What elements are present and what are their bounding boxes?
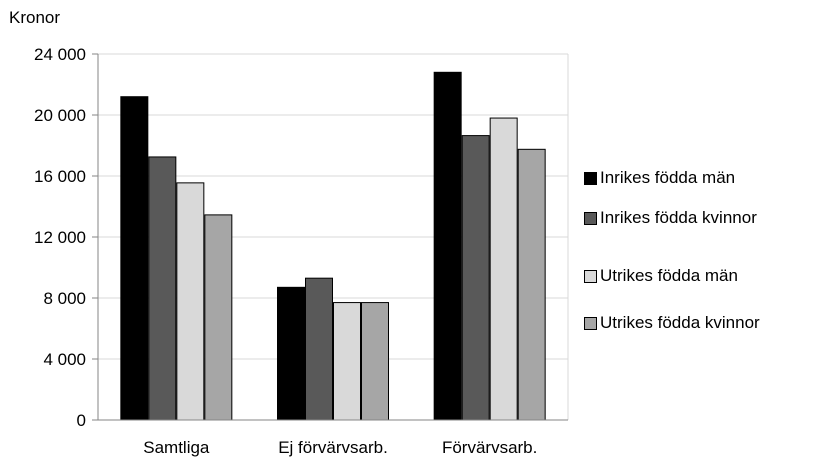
y-tick-label: 8 000 bbox=[43, 289, 86, 308]
bar bbox=[489, 117, 518, 421]
x-tick-label: Ej förvärvsarb. bbox=[278, 438, 388, 457]
y-tick-label: 0 bbox=[77, 411, 86, 430]
bar bbox=[333, 302, 361, 421]
bar bbox=[277, 286, 305, 421]
bar bbox=[204, 214, 233, 421]
x-tick-label: Samtliga bbox=[143, 438, 210, 457]
y-tick-label: 16 000 bbox=[34, 167, 86, 186]
legend-item: Utrikes födda män bbox=[584, 264, 738, 288]
y-axis-label: Kronor bbox=[9, 8, 60, 27]
y-tick-label: 24 000 bbox=[34, 45, 86, 64]
bar bbox=[148, 156, 177, 421]
bar bbox=[305, 277, 333, 421]
bar bbox=[120, 96, 149, 421]
y-tick-label: 12 000 bbox=[34, 228, 86, 247]
bar bbox=[433, 71, 462, 421]
y-tick-label: 20 000 bbox=[34, 106, 86, 125]
bar bbox=[176, 182, 205, 421]
y-tick-label: 4 000 bbox=[43, 350, 86, 369]
legend-label: Utrikes födda män bbox=[600, 266, 738, 285]
legend-label: Inrikes födda män bbox=[600, 168, 736, 187]
y-tick-labels: 0 4 000 8 000 12 000 16 000 20 000 24 000 bbox=[34, 45, 86, 430]
axes bbox=[97, 53, 569, 421]
legend-item: Inrikes födda män bbox=[584, 166, 735, 190]
legend-swatch bbox=[584, 269, 597, 283]
legend-label: Inrikes födda kvinnor bbox=[600, 208, 757, 227]
bar bbox=[361, 302, 389, 421]
legend-swatch bbox=[584, 316, 597, 330]
x-tick-label: Förvärvsarb. bbox=[442, 438, 537, 457]
x-tick-labels: Samtliga Ej förvärvsarb. Förvärvsarb. bbox=[143, 438, 537, 457]
legend-label: Utrikes födda kvinnor bbox=[600, 313, 760, 332]
bars bbox=[120, 71, 546, 421]
legend-item: Inrikes födda kvinnor bbox=[584, 206, 757, 230]
bar bbox=[461, 135, 490, 421]
legend-item: Utrikes födda kvinnor bbox=[584, 311, 760, 335]
legend-swatch bbox=[584, 211, 597, 225]
legend-swatch bbox=[584, 171, 597, 185]
bar bbox=[517, 148, 546, 421]
